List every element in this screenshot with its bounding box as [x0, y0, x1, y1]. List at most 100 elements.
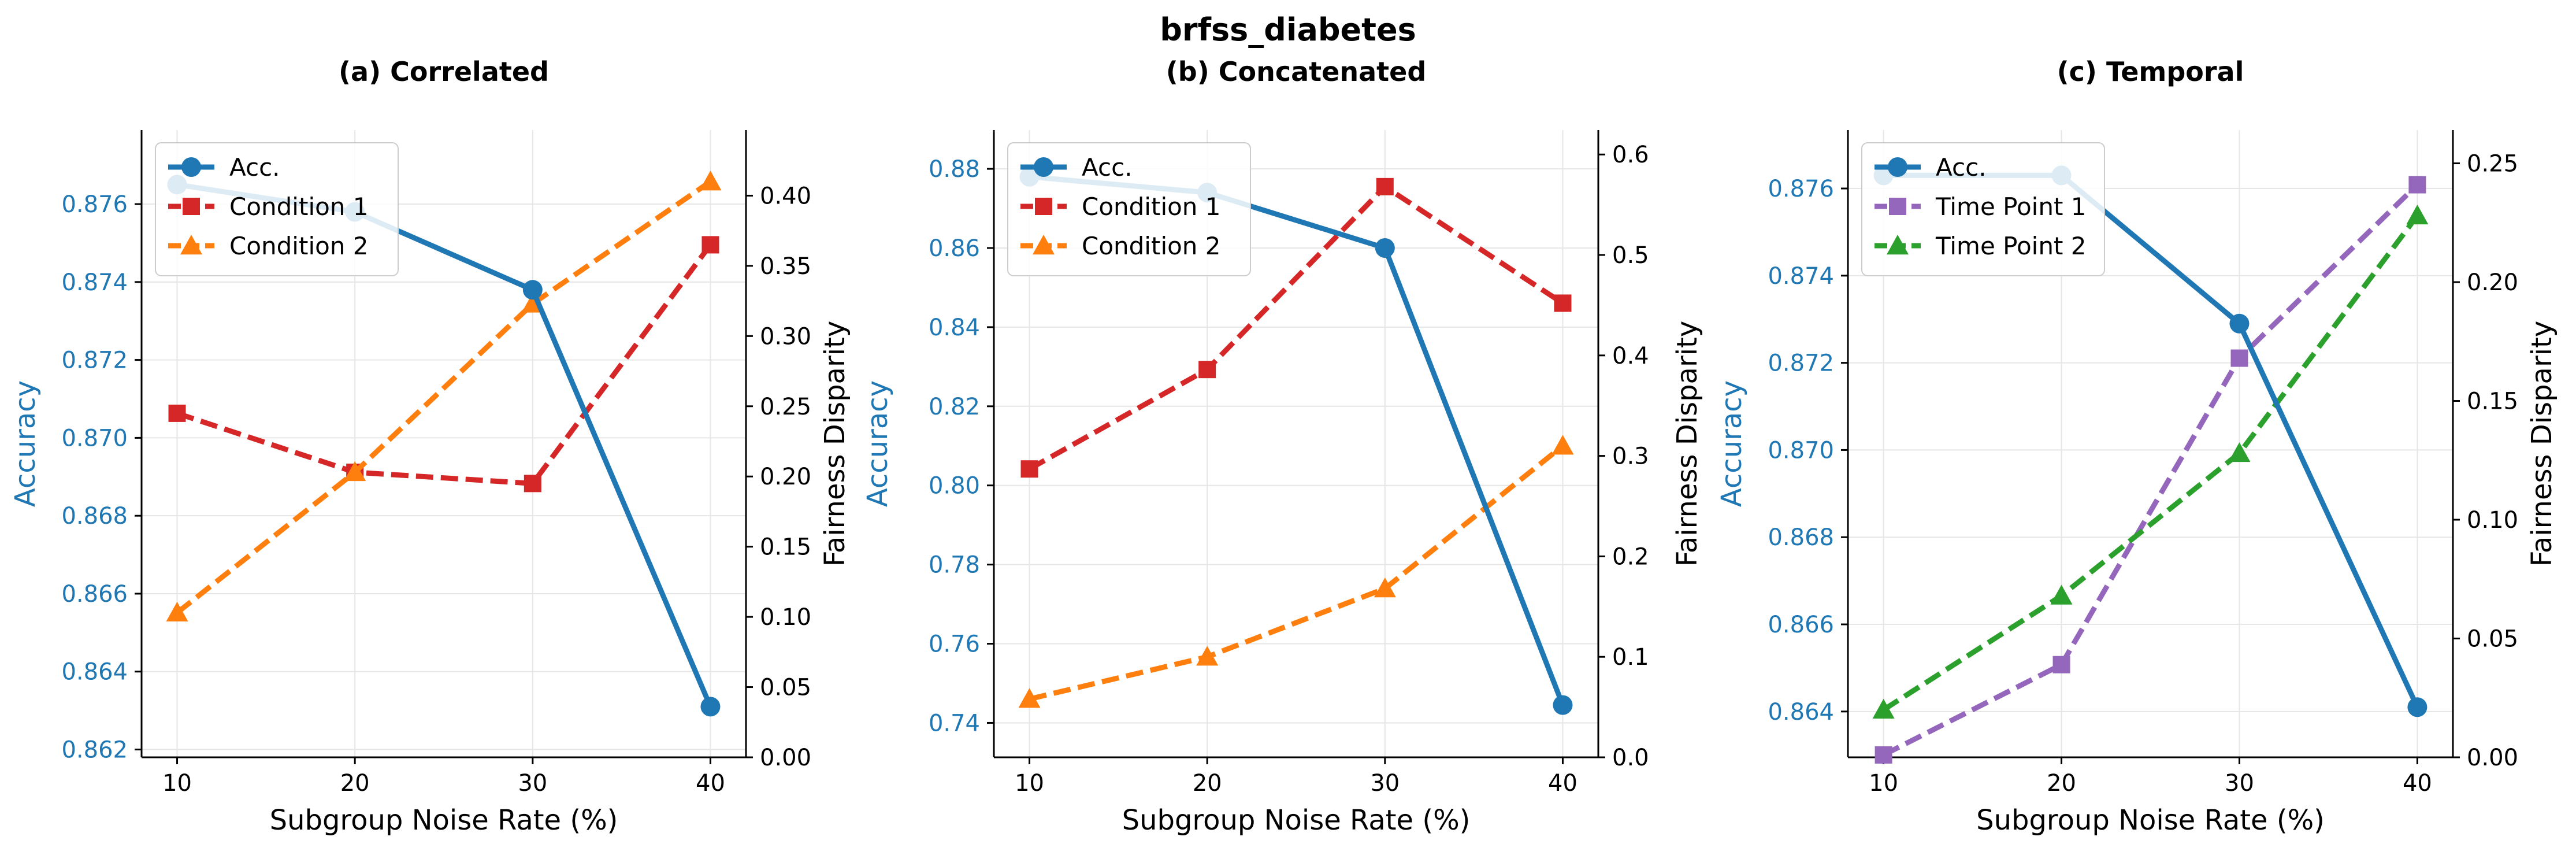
series-line-2: [176, 243, 713, 486]
y2-tick-label: 0.05: [760, 675, 811, 701]
legend-swatch-marker: [1035, 198, 1052, 215]
y2-tick-label: 0.35: [760, 253, 811, 280]
data-point-series-2: [2052, 656, 2070, 673]
legend-label: Condition 2: [229, 232, 369, 260]
y2-tick-label: 0.1: [1612, 644, 1649, 671]
data-point-series-1: [2407, 697, 2427, 717]
data-point-series-3: [2228, 442, 2251, 462]
y2-tick-label: 0.20: [760, 464, 811, 490]
y2-tick-label: 0.0: [1612, 745, 1649, 771]
data-point-series-1: [1375, 238, 1395, 258]
legend-swatch-marker: [181, 157, 201, 177]
y-tick-label: 0.868: [61, 503, 128, 530]
y-tick-label: 0.868: [1768, 524, 1834, 551]
data-point-series-3: [1551, 435, 1574, 455]
data-point-series-3: [1872, 698, 1895, 719]
legend-swatch-marker: [1887, 235, 1909, 255]
data-point-series-3: [1374, 578, 1396, 598]
y2-tick-label: 0.3: [1612, 443, 1649, 470]
data-point-series-2: [2408, 176, 2426, 194]
chart-panel-1: (a) Correlated 10 20 30 40 Subgroup Noise Rat…: [9, 56, 851, 837]
x-tick-label: 10: [1015, 770, 1044, 797]
data-point-series-3: [2406, 204, 2429, 225]
x-axis-label: Subgroup Noise Rate (%): [1976, 804, 2325, 837]
data-point-series-2: [701, 236, 719, 254]
data-point-series-2: [1020, 460, 1038, 478]
legend-swatch-marker: [1889, 198, 1906, 215]
data-point-series-2: [1554, 294, 1572, 312]
legend-label: Acc.: [1082, 153, 1133, 182]
legend-label: Condition 2: [1082, 232, 1221, 260]
y-tick-label: 0.876: [1768, 176, 1834, 202]
series-line-3: [1029, 443, 1565, 702]
panel-title: (c) Temporal: [2057, 56, 2244, 87]
y2-tick-label: 0.00: [2467, 745, 2518, 771]
y2-tick-label: 0.25: [760, 394, 811, 420]
legend-swatch-marker: [180, 235, 202, 255]
chart-panel-2: (b) Concatenated 10 20 30 40 Subgroup Noise R…: [862, 56, 1703, 837]
y-tick-label: 0.82: [929, 394, 980, 420]
series-line-2: [1028, 184, 1564, 472]
figure-title: brfss_diabetes: [1160, 12, 1416, 48]
data-point-series-2: [2230, 349, 2248, 367]
data-point-series-2: [1376, 177, 1394, 195]
y-tick-label: 0.874: [61, 269, 128, 296]
y2-tick-label: 0.10: [2467, 507, 2518, 534]
y-axis-label: Accuracy: [1716, 380, 1748, 507]
legend-swatch-marker: [1888, 157, 1907, 177]
legend-label: Condition 1: [229, 193, 369, 221]
panel-title: (b) Concatenated: [1166, 56, 1427, 87]
y2-tick-label: 0.30: [760, 323, 811, 350]
y2-tick-label: 0.20: [2467, 269, 2518, 296]
x-axis-label: Subgroup Noise Rate (%): [1122, 804, 1471, 837]
y-axis-label: Accuracy: [9, 380, 42, 507]
legend-box: [155, 142, 399, 276]
y-tick-label: 0.84: [929, 314, 980, 341]
series-line-2: [1882, 183, 2419, 757]
legend-label: Acc.: [1936, 153, 1987, 182]
y-tick-label: 0.74: [929, 710, 980, 736]
legend-swatch-marker: [1033, 235, 1055, 255]
data-point-series-2: [524, 475, 541, 493]
y-tick-label: 0.862: [61, 737, 128, 764]
data-point-series-3: [2050, 584, 2073, 605]
y2-tick-label: 0.2: [1612, 543, 1649, 570]
legend-box: [1861, 142, 2105, 276]
y2-axis-label: Fairness Disparity: [1671, 321, 1703, 567]
y-tick-label: 0.76: [929, 631, 980, 658]
data-point-series-3: [1196, 646, 1219, 666]
y-tick-label: 0.872: [61, 347, 128, 374]
data-point-series-1: [1553, 695, 1573, 715]
y-tick-label: 0.86: [929, 235, 980, 262]
x-tick-label: 30: [1370, 770, 1400, 797]
x-tick-label: 10: [1869, 770, 1898, 797]
y-tick-label: 0.876: [61, 191, 128, 218]
x-axis-label: Subgroup Noise Rate (%): [270, 804, 618, 837]
y-tick-label: 0.78: [929, 552, 980, 579]
legend-label: Time Point 2: [1935, 232, 2087, 260]
y2-tick-label: 0.25: [2467, 151, 2518, 177]
y2-tick-label: 0.4: [1612, 343, 1649, 369]
y-tick-label: 0.874: [1768, 263, 1834, 290]
y-tick-label: 0.80: [929, 473, 980, 499]
data-point-series-3: [166, 601, 188, 622]
legend-label: Time Point 1: [1935, 193, 2087, 221]
data-point-series-2: [1875, 746, 1892, 764]
x-tick-label: 30: [2225, 770, 2254, 797]
y2-tick-label: 0.00: [760, 745, 811, 771]
panels: (a) Correlated 10 20 30 40 Subgroup Noise Rat…: [9, 56, 2558, 837]
data-point-series-3: [344, 461, 366, 482]
y-tick-label: 0.864: [1768, 699, 1834, 726]
x-tick-label: 20: [340, 770, 370, 797]
x-tick-label: 20: [1193, 770, 1222, 797]
y2-tick-label: 0.5: [1612, 242, 1649, 269]
y-tick-label: 0.88: [929, 156, 980, 183]
legend-label: Acc.: [229, 153, 280, 182]
data-point-series-3: [699, 171, 722, 191]
data-point-series-1: [700, 697, 721, 717]
x-tick-label: 40: [2403, 770, 2432, 797]
series-line-3: [175, 179, 712, 615]
y-tick-label: 0.866: [1768, 612, 1834, 638]
